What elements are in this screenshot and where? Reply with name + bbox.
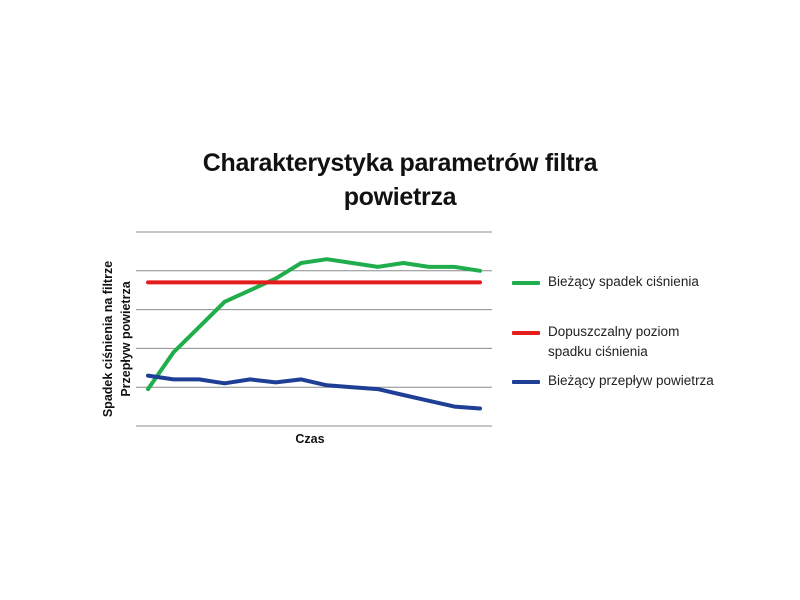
y-axis-label-pressure-drop: Spadek ciśnienia na filtrze: [101, 260, 115, 418]
chart-title-line-1: Charakterystyka parametrów filtra: [202, 149, 598, 177]
chart-title-line-2: powietrza: [343, 183, 457, 211]
legend-label: Dopuszczalny poziom spadku ciśnienia: [548, 324, 680, 359]
legend-item-current-pressure-drop: Bieżący spadek ciśnienia: [512, 272, 718, 292]
y-axis-label-air-flow: Przepływ powietrza: [119, 281, 133, 397]
chart-title: Charakterystyka parametrów filtra powiet…: [140, 146, 660, 214]
legend-swatch-green: [512, 281, 540, 285]
series-line-0: [146, 257, 482, 392]
legend-label: Bieżący spadek ciśnienia: [548, 274, 699, 289]
legend-label: Bieżący przepływ powietrza: [548, 373, 714, 388]
legend-item-allowed-pressure-drop: Dopuszczalny poziom spadku ciśnienia: [512, 322, 718, 362]
x-axis-label: Czas: [295, 432, 325, 446]
series-line-2: [146, 373, 482, 411]
legend-swatch-red: [512, 331, 540, 335]
legend-swatch-blue: [512, 380, 540, 384]
legend-item-current-air-flow: Bieżący przepływ powietrza: [512, 371, 718, 391]
